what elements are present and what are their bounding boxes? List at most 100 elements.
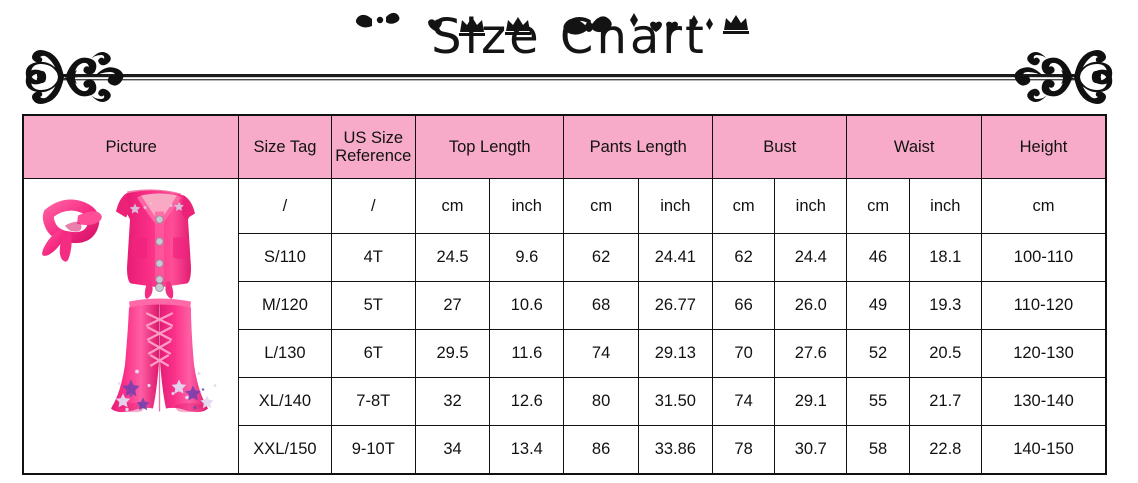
table-row: M/120 5T 27 10.6 68 26.77 66 26.0 49 19.… — [23, 281, 1107, 330]
button-icon — [155, 275, 164, 284]
flare-pants-illustration — [111, 298, 217, 413]
unit-bust-inch: inch — [774, 178, 848, 234]
unit-pants-length-cm: cm — [563, 178, 639, 234]
unit-us-size: / — [330, 178, 416, 234]
flourish-left-icon — [25, 50, 124, 104]
unit-top-length-cm: cm — [414, 178, 491, 234]
unit-bust-cm: cm — [711, 178, 776, 234]
unit-top-length-inch: inch — [489, 178, 565, 234]
cell-pants-cm: 86 — [563, 425, 639, 475]
cell-bust-inch: 27.6 — [774, 329, 848, 378]
cell-waist-inch: 20.5 — [908, 329, 982, 378]
cell-height-cm: 140-150 — [980, 425, 1107, 475]
outfit-illustration — [42, 189, 217, 413]
cell-height-cm: 130-140 — [980, 377, 1107, 426]
cell-pants-cm: 74 — [563, 329, 639, 378]
table-units-row: / / cm inch cm inch cm inch cm inch cm — [22, 178, 1107, 475]
cell-pants-cm: 80 — [563, 377, 639, 426]
cell-us-size: 5T — [330, 281, 416, 330]
cell-top-inch: 10.6 — [489, 281, 565, 330]
cell-pants-cm: 62 — [563, 233, 639, 282]
cell-size-tag: L/130 — [238, 329, 332, 378]
table-row: XXL/150 9-10T 34 13.4 86 33.86 78 30.7 5… — [23, 425, 1107, 475]
cell-us-size: 7-8T — [330, 377, 416, 426]
table-row: XL/140 7-8T 32 12.6 80 31.50 74 29.1 55 … — [23, 377, 1107, 426]
cell-size-tag: XXL/150 — [238, 425, 332, 475]
cell-size-tag: XL/140 — [238, 377, 332, 426]
cell-waist-inch: 18.1 — [908, 233, 982, 282]
cell-waist-cm: 52 — [846, 329, 910, 378]
button-icon — [155, 237, 164, 246]
header-us-size-line2: Reference — [335, 147, 412, 165]
product-image-cell — [22, 178, 240, 475]
product-illustration — [24, 179, 238, 473]
cell-top-inch: 11.6 — [489, 329, 565, 378]
cell-us-size: 6T — [330, 329, 416, 378]
header-waist: Waist — [846, 114, 982, 179]
header-top-length: Top Length — [414, 114, 565, 179]
unit-waist-inch: inch — [908, 178, 982, 234]
cell-top-cm: 32 — [414, 377, 491, 426]
table-row: L/130 6T 29.5 11.6 74 29.13 70 27.6 52 2… — [23, 329, 1107, 378]
decorative-divider — [0, 46, 1138, 112]
cell-size-tag: S/110 — [238, 233, 332, 282]
cell-waist-cm: 49 — [846, 281, 910, 330]
cell-bust-inch: 29.1 — [774, 377, 848, 426]
header-bust: Bust — [711, 114, 848, 179]
header-size-tag: Size Tag — [238, 114, 332, 179]
cell-waist-inch: 19.3 — [908, 281, 982, 330]
cell-pants-inch: 31.50 — [637, 377, 713, 426]
cell-bust-cm: 62 — [711, 233, 776, 282]
cell-bust-cm: 78 — [711, 425, 776, 475]
header-height: Height — [980, 114, 1107, 179]
cell-bust-cm: 74 — [711, 377, 776, 426]
unit-size-tag: / — [238, 178, 332, 234]
cell-pants-inch: 24.41 — [637, 233, 713, 282]
cell-bust-inch: 24.4 — [774, 233, 848, 282]
cell-us-size: 4T — [330, 233, 416, 282]
cell-waist-inch: 22.8 — [908, 425, 982, 475]
cell-bust-inch: 30.7 — [774, 425, 848, 475]
cell-pants-inch: 29.13 — [637, 329, 713, 378]
page-title-text: Size Chart — [431, 9, 707, 65]
header-picture: Picture — [22, 114, 240, 179]
size-chart-table: Picture Size Tag US Size Reference Top L… — [22, 114, 1107, 475]
cell-pants-cm: 68 — [563, 281, 639, 330]
star-print — [129, 201, 185, 214]
cell-waist-inch: 21.7 — [908, 377, 982, 426]
lace-up-detail — [146, 312, 174, 367]
vest-top-illustration — [116, 189, 196, 299]
cell-bust-inch: 26.0 — [774, 281, 848, 330]
cell-bust-cm: 66 — [711, 281, 776, 330]
cell-us-size: 9-10T — [330, 425, 416, 475]
cell-top-cm: 34 — [414, 425, 491, 475]
cell-top-cm: 24.5 — [414, 233, 491, 282]
header-pants-length: Pants Length — [563, 114, 713, 179]
unit-height-cm: cm — [980, 178, 1107, 234]
button-icon — [155, 283, 165, 292]
cell-top-inch: 13.4 — [489, 425, 565, 475]
cell-top-cm: 27 — [414, 281, 491, 330]
cell-waist-cm: 55 — [846, 377, 910, 426]
button-icon — [155, 259, 164, 268]
cell-waist-cm: 58 — [846, 425, 910, 475]
cell-pants-inch: 26.77 — [637, 281, 713, 330]
headband-illustration — [42, 199, 102, 262]
star-print — [115, 369, 217, 412]
cell-waist-cm: 46 — [846, 233, 910, 282]
flourish-right-icon — [1014, 50, 1113, 104]
table-header-row: Picture Size Tag US Size Reference Top L… — [22, 114, 1107, 179]
header-us-size-line1: US Size — [343, 128, 404, 147]
cell-height-cm: 120-130 — [980, 329, 1107, 378]
cell-height-cm: 100-110 — [980, 233, 1107, 282]
cell-top-cm: 29.5 — [414, 329, 491, 378]
cell-size-tag: M/120 — [238, 281, 332, 330]
cell-bust-cm: 70 — [711, 329, 776, 378]
header-us-size-reference: US Size Reference — [330, 114, 416, 179]
cell-height-cm: 110-120 — [980, 281, 1107, 330]
unit-waist-cm: cm — [846, 178, 910, 234]
button-icon — [155, 215, 164, 224]
size-chart-table-container: Picture Size Tag US Size Reference Top L… — [22, 114, 1107, 475]
unit-pants-length-inch: inch — [637, 178, 713, 234]
cell-top-inch: 9.6 — [489, 233, 565, 282]
